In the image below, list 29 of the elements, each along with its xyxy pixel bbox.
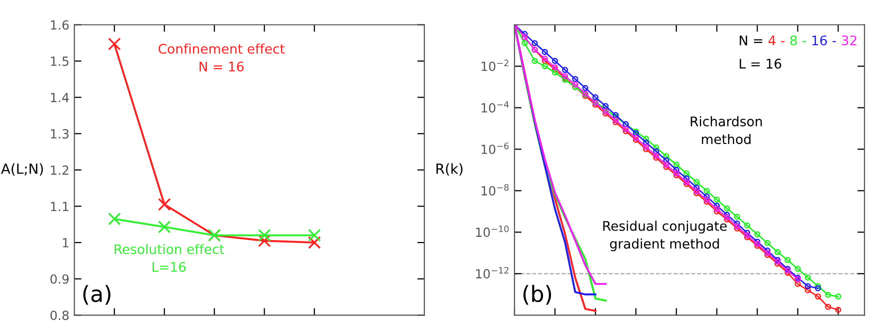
y-tick-label: 10$^{−6}$: [482, 142, 509, 154]
annotation: L = 16: [740, 58, 782, 69]
text: 32: [842, 35, 856, 46]
y-tick-label: 1.1: [51, 202, 68, 211]
annotation: Confinement effect N = 16: [158, 44, 285, 72]
annotation: (a): [83, 284, 110, 305]
y-tick-label: 10$^{−10}$: [476, 226, 509, 238]
y-tick-label: 1.3: [51, 129, 69, 139]
y-axis-title: A(L;N): [1, 163, 43, 176]
y-tick-label: 0.8: [50, 310, 69, 320]
y-tick-label: 1.6: [51, 20, 69, 30]
legend-title: N =: [740, 36, 762, 46]
y-axis-title: R(k): [436, 163, 462, 176]
annotation: Resolution effect L=16: [114, 244, 224, 272]
y-tick-label: 10$^{−2}$: [482, 60, 508, 72]
text: 8 -: [790, 35, 806, 46]
y-tick-label: 10$^{−4}$: [482, 101, 509, 113]
y-tick-label: 1: [62, 238, 68, 248]
y-tick-label: 10$^{−12}$: [476, 267, 508, 278]
y-tick-label: 0.9: [50, 274, 69, 284]
annotation: Richardson method: [690, 116, 762, 144]
y-tick-label: 1.5: [51, 56, 68, 66]
annotation: Residual conjugate gradient method: [603, 220, 727, 252]
y-tick-label: 1.2: [51, 165, 68, 175]
y-tick-label: 1.4: [51, 92, 69, 102]
text: 16 -: [812, 35, 836, 46]
text: 4 -: [768, 36, 785, 46]
y-tick-label: 10$^{−8}$: [482, 184, 509, 196]
annotation: (b): [523, 284, 552, 305]
